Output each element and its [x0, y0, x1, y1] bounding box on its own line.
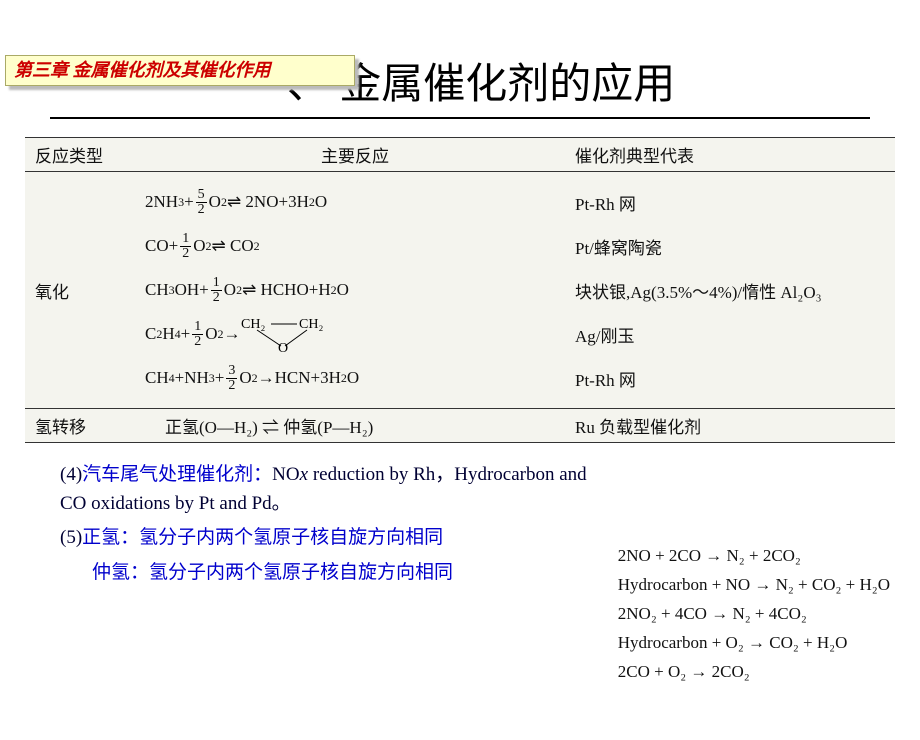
- reaction-5: CH4+NH3+32O2→HCN+3H2O: [145, 356, 565, 400]
- header-reaction: 主要反应: [145, 142, 565, 167]
- table-header-row: 反应类型 主要反应 催化剂典型代表: [25, 137, 895, 172]
- oxidation-label: 氧化: [25, 172, 145, 408]
- svg-text:O: O: [278, 341, 288, 352]
- equation-2: Hydrocarbon + NO → N₂ + CO₂ + H₂O: [618, 571, 890, 600]
- header-catalyst: 催化剂典型代表: [565, 142, 885, 167]
- oxidation-catalysts: Pt-Rh 网 Pt/蜂窝陶瓷 块状银,Ag(3.5%～4%)/惰性 Al₂O₃…: [565, 172, 885, 408]
- note-4: (4)汽车尾气处理催化剂：NOx reduction by Rh，Hydroca…: [60, 461, 600, 518]
- htransfer-label: 氢转移: [25, 413, 145, 438]
- equation-4: Hydrocarbon + O₂ → CO₂ + H₂O: [618, 629, 890, 658]
- htransfer-catalyst: Ru 负载型催化剂: [565, 413, 885, 438]
- reaction-4: C2H4+12O2 → CH₂ CH₂ O: [145, 312, 565, 356]
- epoxide-icon: CH₂ CH₂ O: [241, 316, 331, 352]
- svg-text:CH₂: CH₂: [241, 317, 265, 332]
- catalyst-2: Pt/蜂窝陶瓷: [575, 224, 885, 268]
- catalyst-5: Pt-Rh 网: [575, 356, 885, 400]
- catalyst-table: 反应类型 主要反应 催化剂典型代表 氧化 2NH3+52O2 ⇌ 2NO+3H2…: [25, 137, 895, 443]
- reaction-2: CO+12O2 ⇌ CO2: [145, 224, 565, 268]
- equation-5: 2CO + O₂ → 2CO₂: [618, 658, 890, 687]
- svg-text:CH₂: CH₂: [299, 317, 323, 332]
- table-oxidation-group: 氧化 2NH3+52O2 ⇌ 2NO+3H2O CO+12O2 ⇌ CO2 CH…: [25, 172, 895, 409]
- equations-block: 2NO + 2CO → N₂ + 2CO₂ Hydrocarbon + NO →…: [618, 542, 890, 686]
- reaction-3: CH3OH+12O2 ⇌ HCHO+H2O: [145, 268, 565, 312]
- catalyst-4: Ag/刚玉: [575, 312, 885, 356]
- table-htransfer-row: 氢转移 正氢(O—H₂) ⇌ 仲氢(P—H₂) Ru 负载型催化剂: [25, 409, 895, 443]
- header-type: 反应类型: [25, 142, 145, 167]
- catalyst-3: 块状银,Ag(3.5%～4%)/惰性 Al₂O₃: [575, 268, 885, 312]
- equation-3: 2NO₂ + 4CO → N₂ + 4CO₂: [618, 600, 890, 629]
- reaction-1: 2NH3+52O2 ⇌ 2NO+3H2O: [145, 180, 565, 224]
- chapter-tag: 第三章 金属催化剂及其催化作用: [5, 55, 355, 86]
- equation-1: 2NO + 2CO → N₂ + 2CO₂: [618, 542, 890, 571]
- oxidation-reactions: 2NH3+52O2 ⇌ 2NO+3H2O CO+12O2 ⇌ CO2 CH3OH…: [145, 172, 565, 408]
- catalyst-1: Pt-Rh 网: [575, 180, 885, 224]
- htransfer-reaction: 正氢(O—H₂) ⇌ 仲氢(P—H₂): [145, 413, 565, 438]
